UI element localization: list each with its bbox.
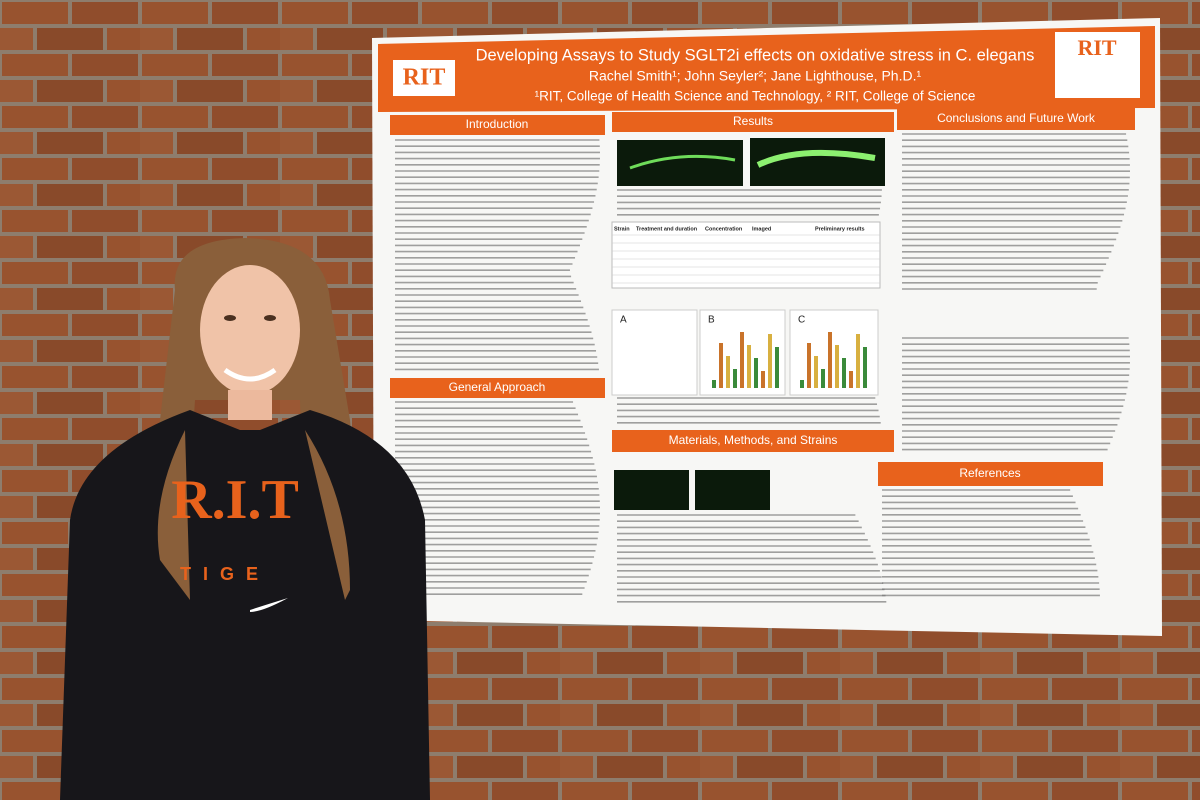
figure-bar — [761, 371, 765, 388]
logo-right: RIT — [1077, 35, 1116, 60]
figure-bar — [863, 347, 867, 388]
figure-label: B — [708, 315, 715, 326]
poster-authors: Rachel Smith¹; John Seyler²; Jane Lighth… — [589, 68, 922, 84]
figure-bar — [849, 371, 853, 388]
swoosh — [250, 598, 288, 612]
table-header: Preliminary results — [815, 226, 865, 232]
hoodie-text: TIGE — [180, 564, 270, 584]
section-header — [390, 378, 605, 398]
figure-bar — [835, 345, 839, 388]
eye — [264, 315, 276, 321]
section-title: Conclusions and Future Work — [937, 111, 1096, 125]
figure-bar — [740, 332, 744, 388]
section-title: References — [959, 466, 1020, 480]
table-header: Concentration — [705, 226, 743, 232]
micrograph — [617, 140, 743, 186]
figure-label: A — [620, 315, 627, 326]
figure-bar — [856, 334, 860, 388]
figure-bar — [807, 343, 811, 388]
figure-bar — [821, 369, 825, 388]
poster-affiliation: ¹RIT, College of Health Science and Tech… — [535, 89, 976, 104]
figure-bar — [747, 345, 751, 388]
figure-bar — [800, 380, 804, 388]
logo: RIT — [403, 65, 446, 91]
logo-box-right — [1055, 32, 1140, 98]
section-header — [878, 462, 1103, 486]
figure-bar — [712, 380, 716, 388]
poster: RIT RIT Developing Assays to Study SGLT2… — [372, 18, 1162, 636]
figure-bar — [754, 358, 758, 388]
figure-label: C — [798, 315, 805, 326]
figure-bar — [775, 347, 779, 388]
hair — [144, 238, 354, 610]
micrograph — [614, 470, 689, 510]
figure-bar — [768, 334, 772, 388]
micrograph — [695, 470, 770, 510]
face — [200, 265, 300, 395]
table-header: Imaged — [752, 226, 771, 232]
section-title: Materials, Methods, and Strains — [669, 433, 838, 447]
worm — [629, 154, 736, 170]
table — [611, 221, 881, 289]
smile — [223, 367, 277, 382]
table-header: Treatment and duration — [636, 226, 698, 232]
figure-bar — [726, 356, 730, 388]
figure-bar — [828, 332, 832, 388]
person: R.I.T TIGE — [60, 238, 430, 800]
section-header — [612, 112, 894, 132]
logo-box — [393, 60, 455, 96]
section-title: Introduction — [466, 117, 529, 131]
section-header — [897, 108, 1135, 130]
hoodie-logo: R.I.T — [171, 469, 299, 531]
title-bar — [378, 26, 1155, 112]
eye — [224, 315, 236, 321]
figure-bar — [733, 369, 737, 388]
section-title: General Approach — [449, 380, 546, 394]
figure-bar — [719, 343, 723, 388]
figure-bar — [814, 356, 818, 388]
poster-title: Developing Assays to Study SGLT2i effect… — [476, 46, 1035, 64]
worm — [756, 149, 876, 168]
neck — [228, 390, 272, 420]
figure-bar — [842, 358, 846, 388]
figure-panel — [611, 309, 698, 396]
section-title: Results — [733, 114, 773, 128]
section-header — [390, 115, 605, 135]
section-header — [612, 430, 894, 452]
table-header: Strain — [614, 226, 630, 232]
